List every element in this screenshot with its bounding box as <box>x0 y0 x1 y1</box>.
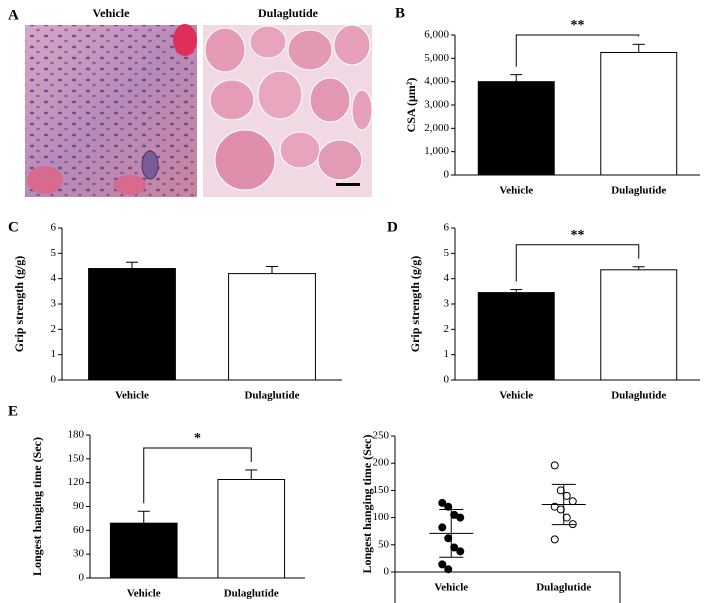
point <box>556 486 565 495</box>
significance-bracket <box>143 447 252 504</box>
y-tick-label: 1 <box>444 348 450 360</box>
y-tick-label: 0 <box>51 374 57 386</box>
bar <box>600 269 678 381</box>
point <box>562 491 571 500</box>
x-tick-label: Dulaglutide <box>224 588 279 600</box>
y-tick-label: 1 <box>51 348 57 360</box>
y-tick-label: 120 <box>68 476 85 488</box>
image-label: Dulaglutide <box>258 6 319 20</box>
panel-letter: C <box>8 219 19 235</box>
point <box>568 497 577 506</box>
y-tick-label: 5,000 <box>424 52 449 64</box>
x-tick-label: Vehicle <box>499 390 533 402</box>
y-tick-label: 2 <box>51 323 57 335</box>
bar <box>88 268 176 381</box>
point <box>550 461 559 470</box>
point <box>556 505 565 514</box>
bar <box>109 522 178 579</box>
point <box>438 560 447 569</box>
point <box>438 523 447 532</box>
significance-label: ** <box>571 18 585 33</box>
y-axis-label: CSA (μm²) <box>404 78 418 133</box>
y-tick-label: 150 <box>373 484 390 496</box>
y-tick-label: 5 <box>51 247 57 259</box>
x-tick-label: Dulaglutide <box>611 390 666 402</box>
y-tick-label: 3 <box>444 298 450 310</box>
histology-vehicle <box>25 24 197 197</box>
panel-letter: E <box>8 403 18 419</box>
point <box>562 513 571 522</box>
x-tick-label: Dulaglutide <box>244 390 299 402</box>
point <box>568 520 577 529</box>
bar <box>217 478 286 579</box>
y-tick-label: 100 <box>373 511 390 523</box>
y-tick-label: 2,000 <box>424 122 449 134</box>
x-tick-label: Dulaglutide <box>611 185 666 197</box>
y-tick-label: 180 <box>68 429 85 441</box>
point <box>456 513 465 522</box>
point <box>444 534 453 543</box>
y-tick-label: 6 <box>444 222 450 234</box>
bar <box>477 292 555 381</box>
x-tick-label: Vehicle <box>115 390 149 402</box>
y-tick-label: 50 <box>378 538 390 550</box>
y-tick-label: 0 <box>444 374 450 386</box>
point <box>444 565 453 574</box>
point <box>444 502 453 511</box>
point <box>550 535 559 544</box>
y-tick-label: 0 <box>79 572 85 584</box>
y-tick-label: 4 <box>51 272 57 284</box>
y-tick-label: 6 <box>51 222 57 234</box>
x-tick-label: Vehicle <box>127 588 161 600</box>
panel-letter: B <box>395 5 405 21</box>
y-axis-label: Longest hanging time (Sec) <box>30 437 44 576</box>
bar <box>600 52 678 176</box>
significance-label: * <box>194 431 201 446</box>
y-tick-label: 6,000 <box>424 29 449 41</box>
panel-letter: D <box>387 219 398 235</box>
point <box>438 498 447 507</box>
x-tick-label: Vehicle <box>434 582 468 594</box>
y-axis-label: Longest hanging time (Sec) <box>360 435 374 574</box>
y-tick-label: 4,000 <box>424 75 449 87</box>
x-tick-label: Vehicle <box>499 185 533 197</box>
x-tick-label: Dulaglutide <box>536 582 591 594</box>
y-tick-label: 90 <box>73 500 85 512</box>
y-tick-label: 5 <box>444 247 450 259</box>
y-axis-label: Grip strength (g/g) <box>408 256 422 352</box>
y-tick-label: 1,000 <box>424 145 449 157</box>
y-tick-label: 30 <box>73 548 85 560</box>
y-tick-label: 3 <box>51 298 57 310</box>
image-label: Vehicle <box>93 6 131 20</box>
significance-label: ** <box>571 228 585 243</box>
bar <box>477 81 555 176</box>
y-tick-label: 3,000 <box>424 99 449 111</box>
y-tick-label: 200 <box>373 457 390 469</box>
bar <box>228 273 316 381</box>
panel-letter: A <box>8 7 19 23</box>
y-tick-label: 0 <box>384 566 390 578</box>
y-tick-label: 4 <box>444 272 450 284</box>
y-tick-label: 60 <box>73 524 85 536</box>
point <box>456 547 465 556</box>
y-axis-label: Grip strength (g/g) <box>12 256 26 352</box>
y-tick-label: 2 <box>444 323 450 335</box>
histology-dulaglutide <box>203 24 373 197</box>
significance-bracket <box>515 34 640 67</box>
y-tick-label: 250 <box>373 430 390 442</box>
significance-bracket <box>515 244 640 282</box>
y-tick-label: 150 <box>68 452 85 464</box>
y-tick-label: 0 <box>444 169 450 181</box>
